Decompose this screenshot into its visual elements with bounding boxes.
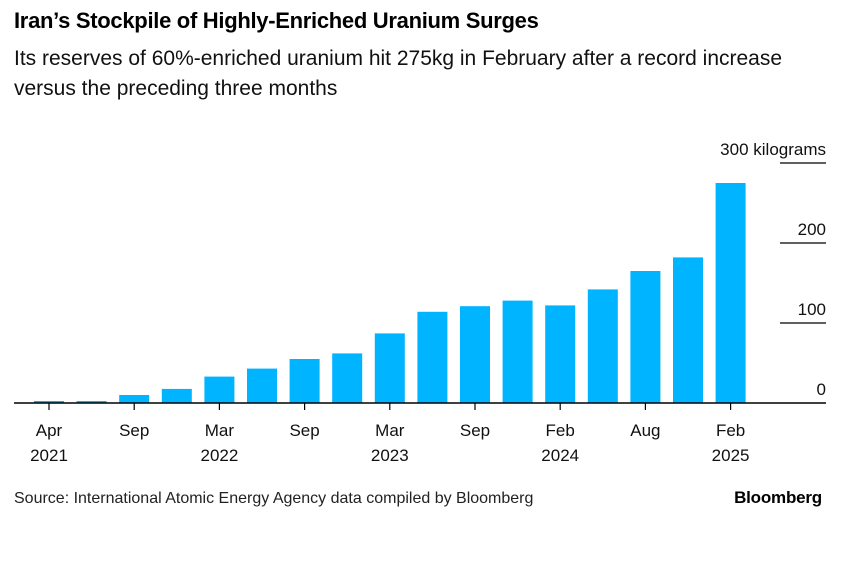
x-tick-year-label: 2021 bbox=[30, 446, 68, 465]
bar bbox=[374, 333, 405, 403]
x-tick-year-label: 2023 bbox=[371, 446, 409, 465]
x-tick-year-label: 2024 bbox=[541, 446, 579, 465]
bar bbox=[545, 305, 576, 403]
x-tick-label: Sep bbox=[289, 421, 319, 440]
bar bbox=[204, 376, 235, 403]
x-tick-label: Mar bbox=[375, 421, 405, 440]
bar bbox=[332, 353, 363, 403]
chart-title: Iran’s Stockpile of Highly-Enriched Uran… bbox=[14, 8, 539, 33]
bar bbox=[587, 289, 618, 403]
bar bbox=[247, 368, 277, 403]
bar bbox=[460, 306, 490, 403]
x-tick-label: Sep bbox=[460, 421, 490, 440]
x-tick-label: Feb bbox=[716, 421, 745, 440]
x-tick-year-label: 2025 bbox=[712, 446, 750, 465]
bar bbox=[630, 271, 661, 403]
bar bbox=[715, 183, 746, 403]
x-tick-label: Mar bbox=[205, 421, 235, 440]
bar bbox=[417, 311, 448, 403]
x-tick-label: Sep bbox=[119, 421, 149, 440]
chart-subtitle: Its reserves of 60%-enriched uranium hit… bbox=[14, 47, 783, 100]
source-note: Source: International Atomic Energy Agen… bbox=[14, 490, 534, 507]
x-tick-label: Feb bbox=[546, 421, 575, 440]
bar bbox=[289, 359, 320, 403]
x-tick-label: Apr bbox=[36, 421, 63, 440]
y-tick-label: 200 bbox=[798, 220, 826, 239]
bar bbox=[34, 401, 64, 403]
y-tick-label: 300 kilograms bbox=[720, 140, 826, 159]
bar-chart: 0 100 200 300 kilograms Apr 2021 Sep Mar 2022 Sep… bbox=[14, 140, 826, 465]
y-tick-label: 100 bbox=[798, 300, 826, 319]
bar bbox=[76, 401, 107, 403]
bar bbox=[673, 257, 703, 403]
bar bbox=[161, 388, 192, 403]
bar bbox=[119, 395, 150, 403]
x-tick-label: Aug bbox=[630, 421, 660, 440]
y-tick-label: 0 bbox=[817, 380, 826, 399]
x-tick-year-label: 2022 bbox=[200, 446, 238, 465]
bar bbox=[502, 300, 533, 403]
bloomberg-logo: Bloomberg bbox=[734, 488, 822, 507]
